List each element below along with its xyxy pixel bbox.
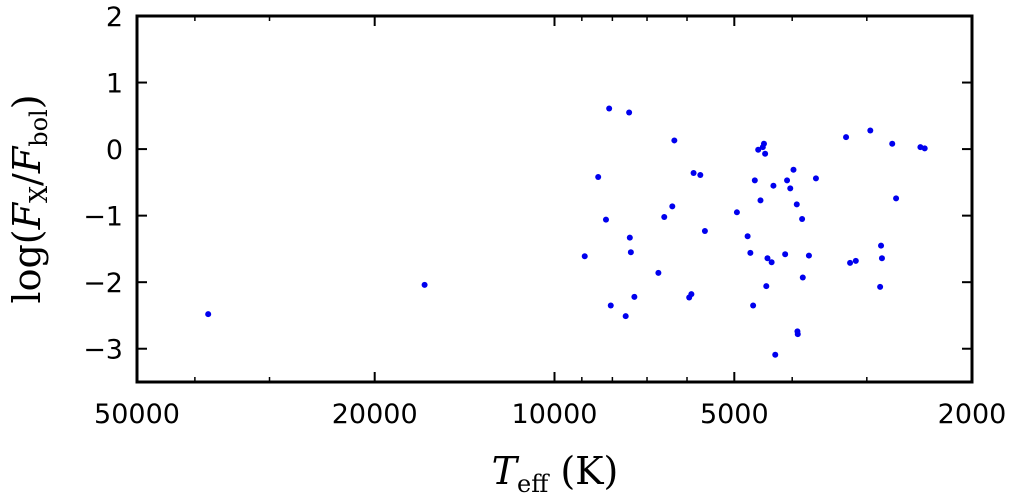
- data-point: [421, 281, 428, 288]
- data-point: [768, 259, 775, 266]
- y-tick-label: −2: [83, 268, 123, 299]
- data-point: [790, 166, 797, 173]
- data-point: [794, 331, 801, 338]
- data-point: [581, 253, 588, 260]
- data-point: [877, 283, 884, 290]
- y-tick-label: −3: [83, 335, 123, 366]
- plot-frame: [135, 14, 974, 384]
- data-point: [750, 302, 757, 309]
- data-point: [205, 311, 212, 318]
- axis-ticks: [136, 15, 973, 382]
- data-point: [607, 302, 614, 309]
- data-point: [751, 177, 758, 184]
- data-point: [690, 170, 697, 177]
- data-point: [847, 259, 854, 266]
- data-point: [799, 215, 806, 222]
- data-point: [606, 105, 613, 112]
- tick-labels: 2 1 0 −1 −2 −3 50000 20000 10000 5000 2000: [83, 2, 1006, 430]
- data-point: [852, 257, 859, 264]
- data-point: [921, 145, 928, 152]
- data-point: [627, 249, 634, 256]
- x-tick-label: 5000: [700, 399, 769, 430]
- data-point: [812, 175, 819, 182]
- data-point: [669, 203, 676, 210]
- data-point: [747, 249, 754, 256]
- data-point: [878, 242, 885, 249]
- data-point: [784, 177, 791, 184]
- x-tick-label: 20000: [332, 399, 418, 430]
- data-point: [595, 174, 602, 181]
- data-point: [671, 137, 678, 144]
- data-point: [760, 140, 767, 147]
- data-point: [878, 255, 885, 262]
- data-point: [799, 274, 806, 281]
- x-tick-label: 2000: [938, 399, 1007, 430]
- data-point: [661, 213, 668, 220]
- data-point: [843, 134, 850, 141]
- data-point: [770, 182, 777, 189]
- x-axis-label: Teff (K): [492, 449, 619, 498]
- data-point: [602, 216, 609, 223]
- data-point: [688, 291, 695, 298]
- data-point: [744, 233, 751, 240]
- data-point: [787, 185, 794, 192]
- x-tick-label: 50000: [94, 399, 180, 430]
- data-point: [701, 227, 708, 234]
- y-axis-label: log(FX/Fbol): [5, 94, 53, 303]
- y-tick-label: 1: [106, 69, 123, 100]
- data-point: [772, 351, 779, 358]
- data-point: [764, 255, 771, 262]
- data-point: [697, 172, 704, 179]
- x-tick-label: 10000: [512, 399, 598, 430]
- data-point: [893, 195, 900, 202]
- data-points: [205, 105, 928, 358]
- y-tick-label: 2: [106, 2, 123, 33]
- data-point: [626, 109, 633, 116]
- data-point: [805, 252, 812, 259]
- data-point: [631, 293, 638, 300]
- data-point: [733, 209, 740, 216]
- data-point: [889, 140, 896, 147]
- data-point: [867, 127, 874, 134]
- y-tick-label: 0: [106, 135, 123, 166]
- y-tick-label: −1: [83, 202, 123, 233]
- data-point: [757, 197, 764, 204]
- data-point: [755, 146, 762, 153]
- data-point: [622, 313, 629, 320]
- data-point: [626, 234, 633, 241]
- data-point: [763, 283, 770, 290]
- data-point: [762, 150, 769, 157]
- data-point: [782, 251, 789, 258]
- data-point: [655, 269, 662, 276]
- data-point: [793, 201, 800, 208]
